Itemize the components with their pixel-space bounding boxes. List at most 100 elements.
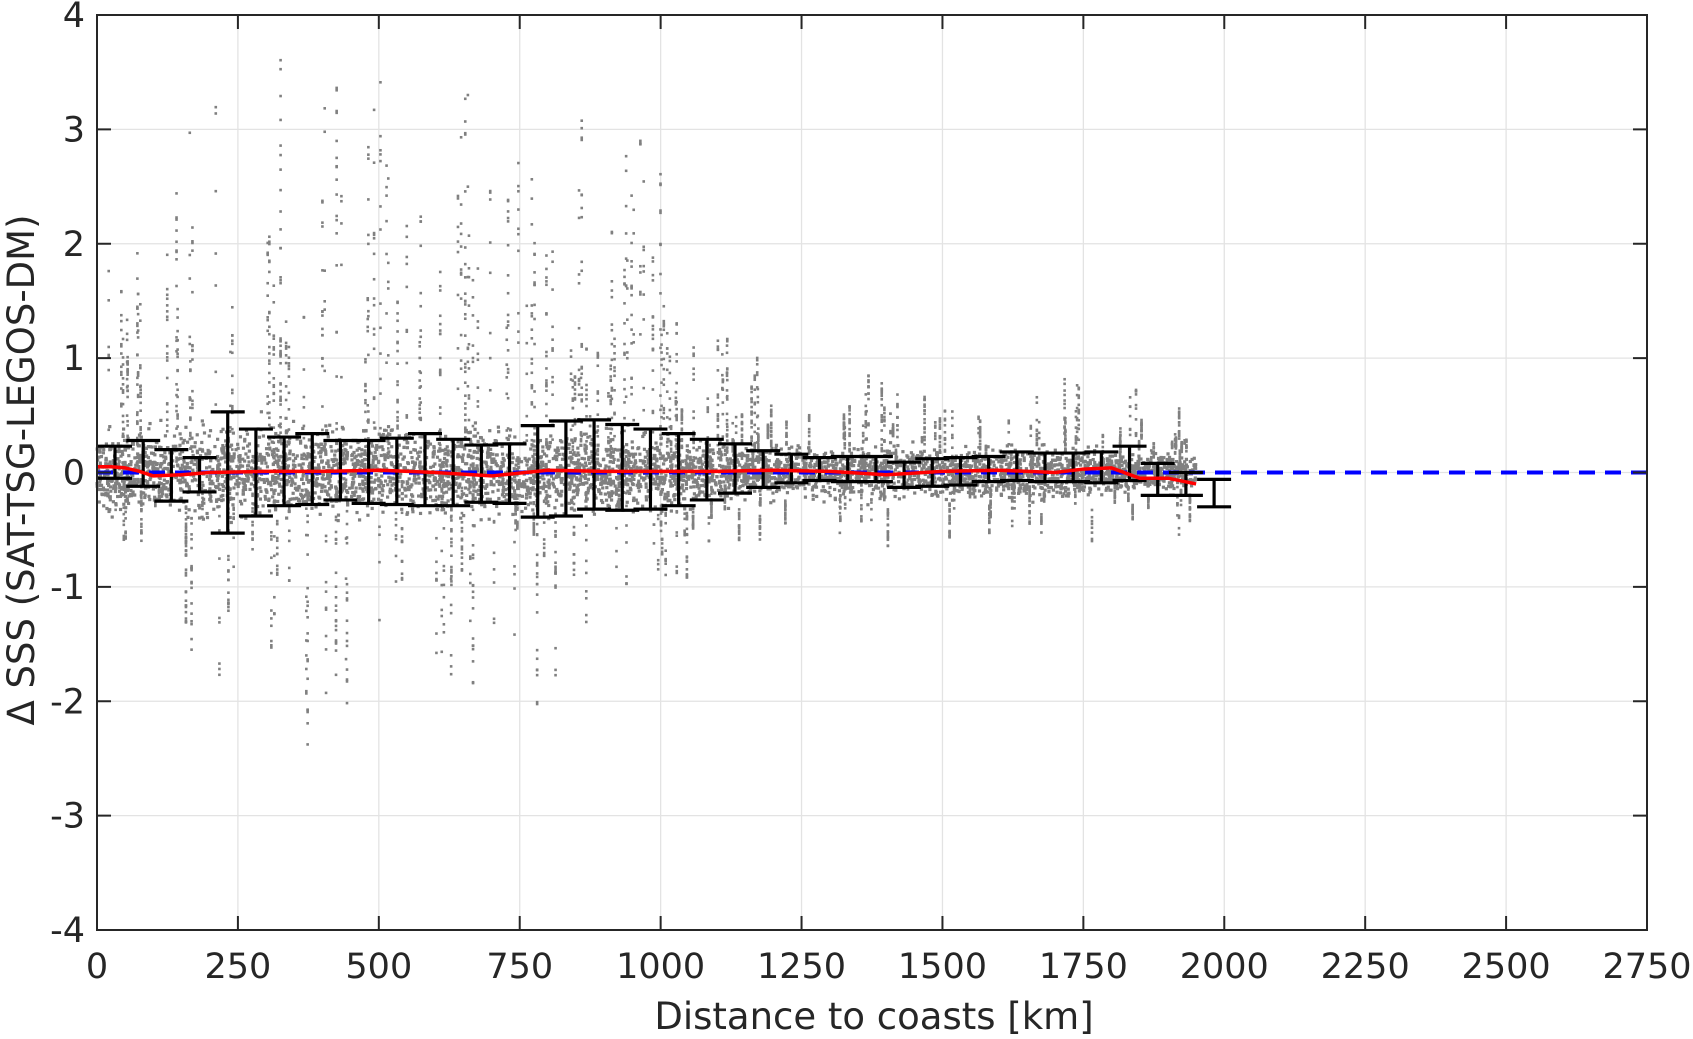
scatter-point: [853, 447, 856, 450]
scatter-point: [178, 444, 181, 447]
scatter-point: [933, 448, 936, 451]
scatter-point: [768, 479, 771, 482]
scatter-point: [417, 476, 420, 479]
scatter-point: [607, 491, 610, 494]
scatter-point: [293, 464, 296, 467]
scatter-point: [748, 463, 751, 466]
scatter-point: [120, 486, 123, 489]
scatter-point: [147, 463, 150, 466]
scatter-point: [301, 489, 304, 492]
scatter-point: [234, 448, 237, 451]
scatter-point: [310, 507, 313, 510]
scatter-point: [352, 451, 355, 454]
scatter-point: [718, 464, 721, 467]
scatter-point: [804, 496, 807, 499]
scatter-point: [1048, 467, 1051, 470]
scatter-point: [387, 425, 390, 428]
scatter-point: [121, 479, 124, 482]
scatter-point: [259, 497, 262, 500]
scatter-point: [834, 498, 837, 501]
scatter-point: [812, 498, 815, 501]
scatter-point: [689, 508, 692, 511]
scatter-point: [948, 480, 951, 483]
scatter-point: [520, 510, 523, 513]
scatter-point: [644, 464, 647, 467]
scatter-point: [1131, 453, 1134, 456]
scatter-point: [560, 440, 563, 443]
scatter-point: [525, 463, 528, 466]
scatter-point: [106, 488, 109, 491]
scatter-point: [475, 464, 478, 467]
scatter-point: [411, 461, 414, 464]
scatter-point: [122, 427, 125, 430]
scatter-point: [220, 456, 223, 459]
scatter-point: [525, 496, 528, 499]
scatter-point: [1058, 485, 1061, 488]
scatter-point: [323, 449, 326, 452]
scatter-point: [713, 491, 716, 494]
scatter-point: [321, 476, 324, 479]
scatter-point: [603, 481, 606, 484]
scatter-point: [1000, 476, 1003, 479]
scatter-point: [389, 476, 392, 479]
scatter-point: [784, 464, 787, 467]
scatter-point: [432, 465, 435, 468]
scatter-point: [305, 455, 308, 458]
scatter-point: [331, 430, 334, 433]
scatter-point: [462, 492, 465, 495]
scatter-point: [260, 410, 263, 413]
scatter-point: [257, 455, 260, 458]
scatter-point: [308, 455, 311, 458]
scatter-point: [896, 444, 899, 447]
scatter-point: [292, 492, 295, 495]
scatter-point: [719, 458, 722, 461]
scatter-point: [276, 500, 279, 503]
scatter-point: [1038, 493, 1041, 496]
scatter-point: [132, 443, 135, 446]
scatter-point: [659, 442, 662, 445]
scatter-point: [122, 435, 125, 438]
scatter-point: [121, 450, 124, 453]
scatter-point: [476, 457, 479, 460]
scatter-point: [246, 456, 249, 459]
scatter-point: [352, 472, 355, 475]
scatter-point: [357, 447, 360, 450]
scatter-point: [1087, 445, 1090, 448]
scatter-point: [178, 509, 181, 512]
scatter-point: [662, 462, 665, 465]
scatter-point: [206, 516, 209, 519]
scatter-point: [258, 486, 261, 489]
scatter-point: [441, 495, 444, 498]
scatter-point: [626, 483, 629, 486]
scatter-point: [485, 462, 488, 465]
scatter-point: [465, 462, 468, 465]
scatter-point: [1177, 475, 1180, 478]
scatter-point: [576, 484, 579, 487]
scatter-point: [327, 493, 330, 496]
scatter-point: [292, 453, 295, 456]
scatter-point: [352, 480, 355, 483]
scatter-point: [1109, 478, 1112, 481]
scatter-point: [631, 440, 634, 443]
scatter-point: [913, 491, 916, 494]
scatter-point: [335, 463, 338, 466]
scatter-point: [645, 498, 648, 501]
scatter-point: [718, 482, 721, 485]
scatter-point: [556, 490, 559, 493]
scatter-point: [1000, 461, 1003, 464]
scatter-point: [613, 448, 616, 451]
scatter-point: [645, 486, 648, 489]
scatter-point: [639, 485, 642, 488]
scatter-point: [109, 498, 112, 501]
scatter-point: [420, 495, 423, 498]
scatter-point: [238, 482, 241, 485]
scatter-point: [1132, 470, 1135, 473]
scatter-point: [696, 485, 699, 488]
scatter-point: [417, 494, 420, 497]
scatter-point: [119, 508, 122, 511]
scatter-point: [1146, 458, 1149, 461]
scatter-point: [654, 441, 657, 444]
scatter-point: [681, 486, 684, 489]
scatter-point: [988, 487, 991, 490]
scatter-point: [790, 446, 793, 449]
